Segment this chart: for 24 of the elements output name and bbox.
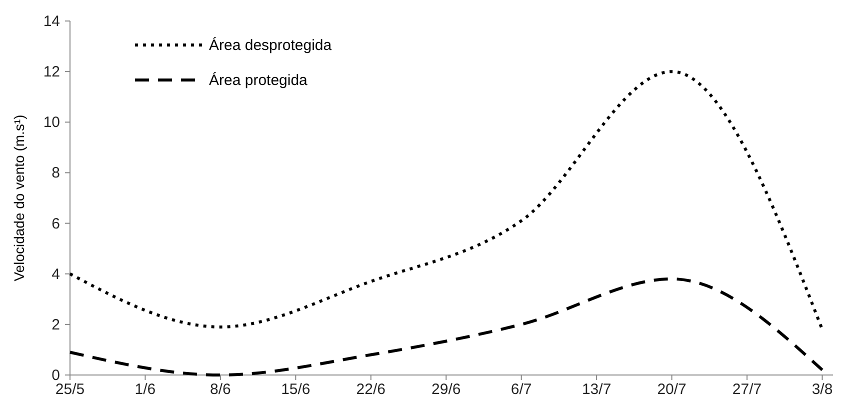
y-tick-label: 4 (52, 266, 60, 283)
line-series (68, 277, 824, 376)
y-tick-label: 8 (52, 164, 60, 182)
y-tick-label: 10 (43, 114, 60, 132)
y-tick-label: 2 (52, 316, 60, 334)
x-tick-label: 15/6 (281, 381, 310, 398)
legend-label: Área desprotegida (209, 36, 332, 54)
x-tick-label: 29/6 (432, 381, 461, 398)
x-tick-label: 13/7 (582, 381, 612, 398)
x-tick-label: 1/6 (134, 381, 156, 398)
x-tick-label: 6/7 (510, 381, 532, 398)
x-tick-label: 20/7 (657, 381, 686, 398)
y-tick-label: 14 (43, 13, 60, 30)
legend-label: Área protegida (209, 71, 308, 89)
x-tick-label: 8/6 (210, 381, 231, 398)
y-tick-label: 12 (43, 64, 60, 81)
y-axis-title: Velocidade do vento (m.s¹) (11, 114, 27, 282)
x-tick-label: 3/8 (812, 381, 833, 398)
x-tick-label: 27/7 (732, 381, 762, 398)
x-tick-label: 22/6 (356, 381, 386, 398)
x-tick-label: 25/5 (55, 381, 85, 398)
line-series (68, 70, 824, 331)
y-tick-label: 6 (52, 215, 60, 232)
y-tick-label: 0 (52, 367, 60, 384)
